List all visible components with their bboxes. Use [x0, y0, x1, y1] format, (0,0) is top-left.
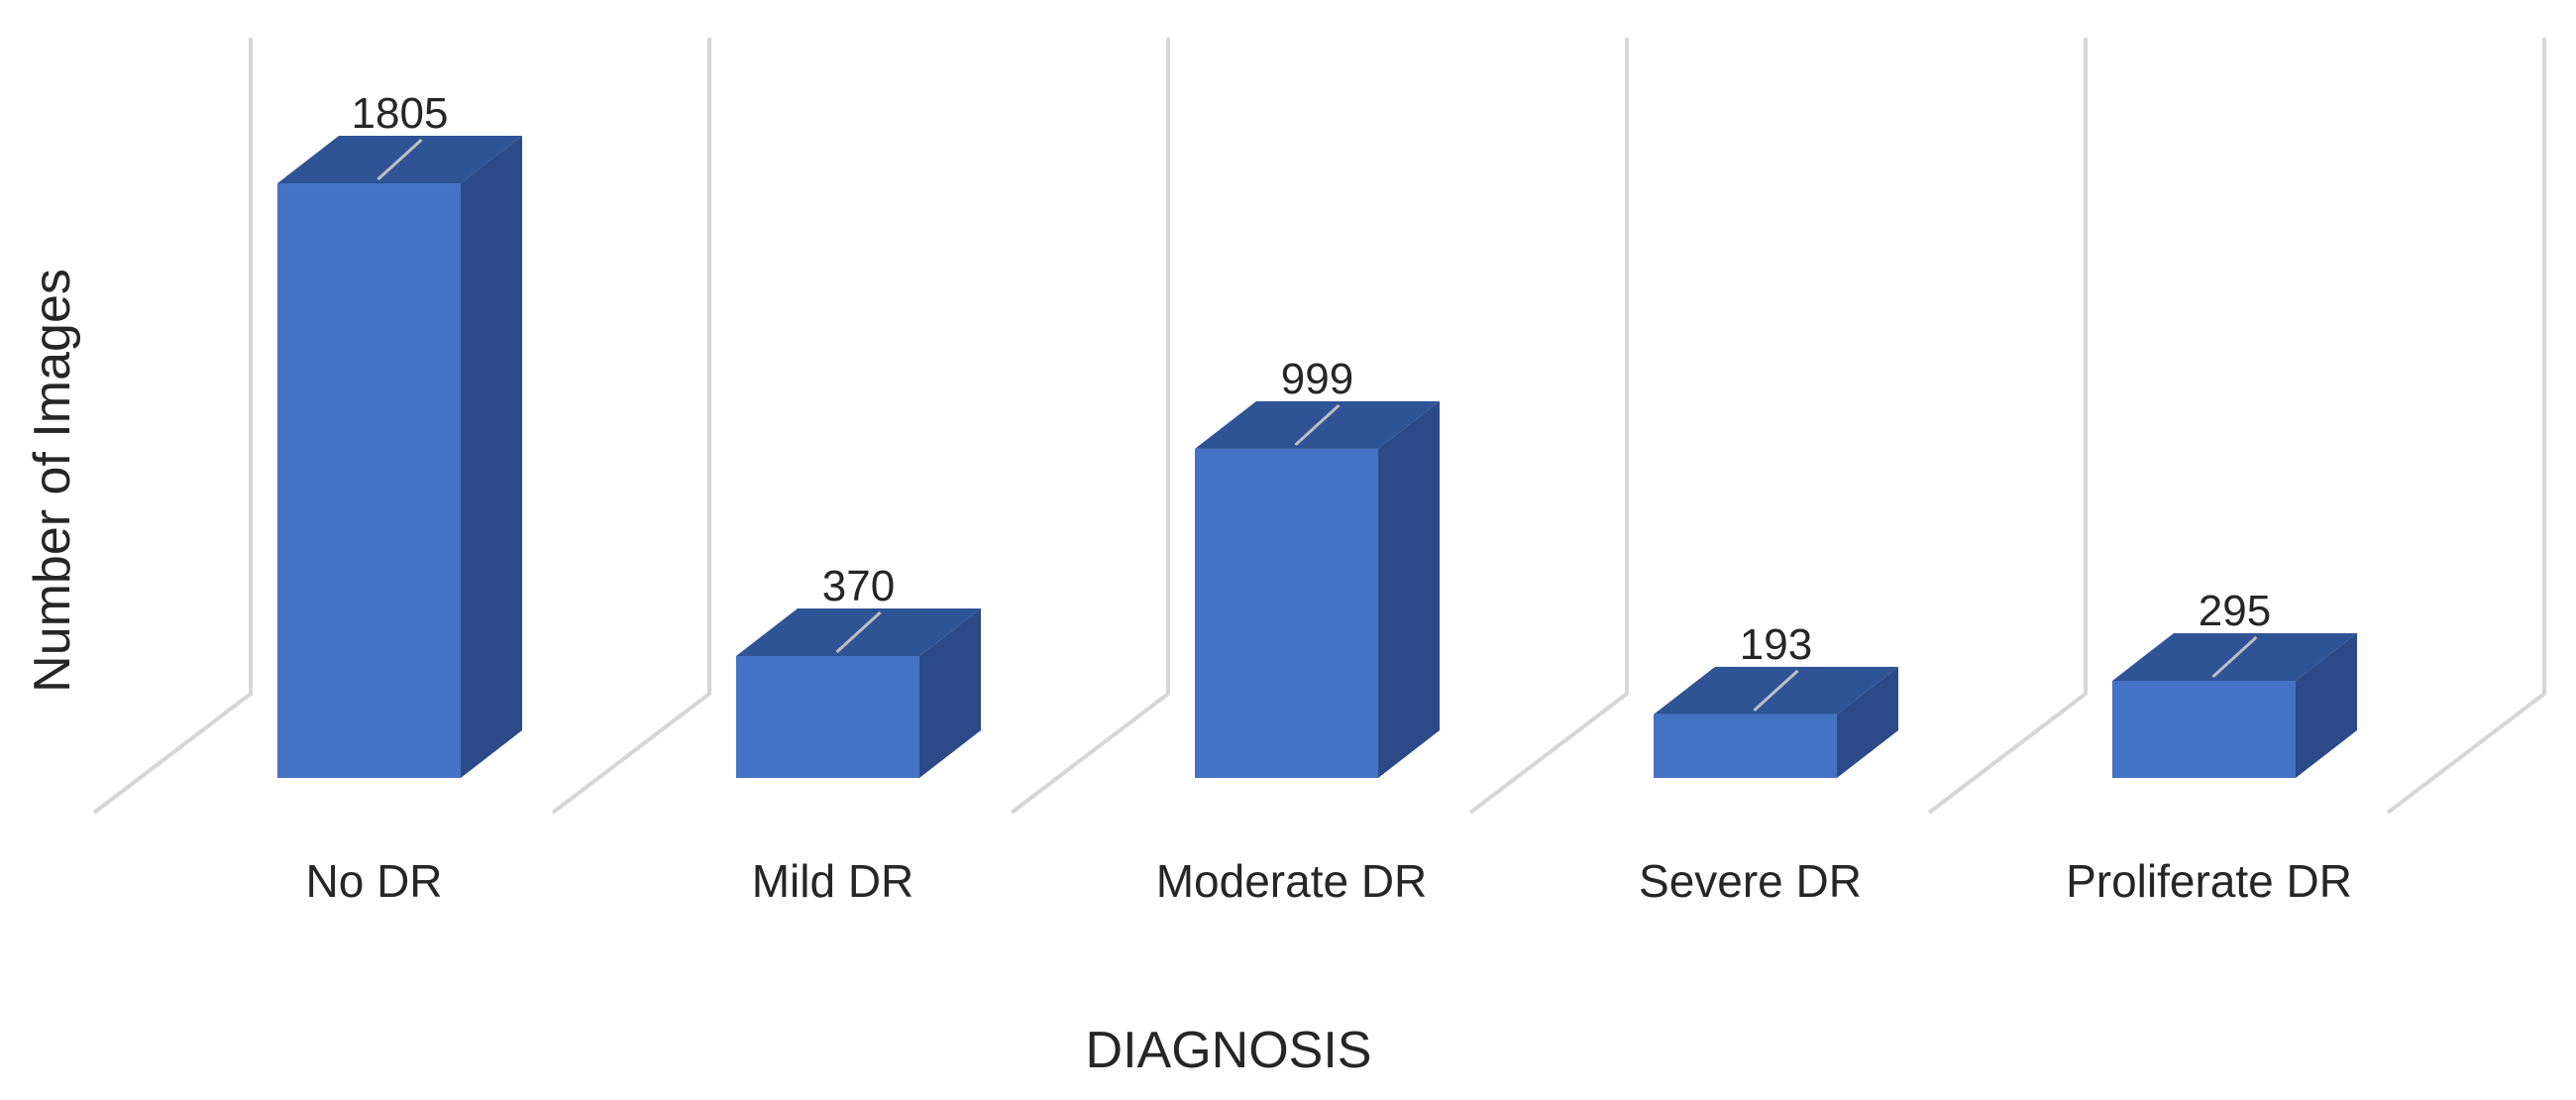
bar-front-0	[277, 183, 461, 778]
data-label-leader-1	[835, 610, 882, 654]
bar-front-4	[2112, 680, 2296, 778]
bar-front-3	[1654, 714, 1837, 778]
data-labels: 1805 370 999 193 295	[352, 89, 2272, 669]
bar-front-2	[1195, 448, 1378, 778]
x-axis-label: DIAGNOSIS	[1086, 1022, 1372, 1079]
y-axis-label: Number of Images	[24, 269, 81, 693]
bar-front-1	[736, 656, 919, 778]
bar-side-4	[2296, 632, 2357, 778]
tick-label-1: Mild DR	[752, 855, 914, 907]
gridline-0	[92, 38, 253, 815]
data-label-leader-3	[1753, 669, 1799, 712]
bar-moderate-dr	[1195, 400, 1440, 778]
gridline-1	[551, 38, 711, 815]
data-label-1: 370	[822, 562, 895, 610]
data-label-3: 193	[1740, 620, 1812, 669]
bar-side-2	[1378, 400, 1440, 778]
tick-label-3: Severe DR	[1639, 855, 1862, 907]
tick-label-0: No DR	[305, 855, 442, 907]
tick-label-2: Moderate DR	[1156, 855, 1428, 907]
data-label-2: 999	[1281, 355, 1353, 403]
category-axis: No DR Mild DR Moderate DR Severe DR Prolifer…	[305, 855, 2351, 907]
tick-label-4: Proliferate DR	[2066, 855, 2352, 907]
gridline-2	[1010, 38, 1170, 815]
data-label-leader-2	[1294, 403, 1341, 447]
gridline-3	[1468, 38, 1629, 815]
data-label-4: 295	[2199, 587, 2271, 635]
bars	[277, 136, 2357, 778]
gridlines	[92, 38, 2546, 815]
gridline-5	[2386, 38, 2546, 815]
data-label-0: 1805	[352, 89, 449, 138]
gridline-4	[1927, 38, 2088, 815]
bar-side-3	[1837, 666, 1898, 778]
bar-mild-dr	[736, 608, 981, 778]
bar-side-0	[461, 136, 522, 778]
bar-side-1	[919, 608, 981, 778]
data-label-leader-0	[376, 138, 423, 181]
bar-proliferate-dr	[2112, 632, 2357, 778]
data-label-leader-4	[2211, 635, 2258, 679]
bar-no-dr	[277, 136, 522, 778]
bar-severe-dr	[1654, 666, 1898, 778]
